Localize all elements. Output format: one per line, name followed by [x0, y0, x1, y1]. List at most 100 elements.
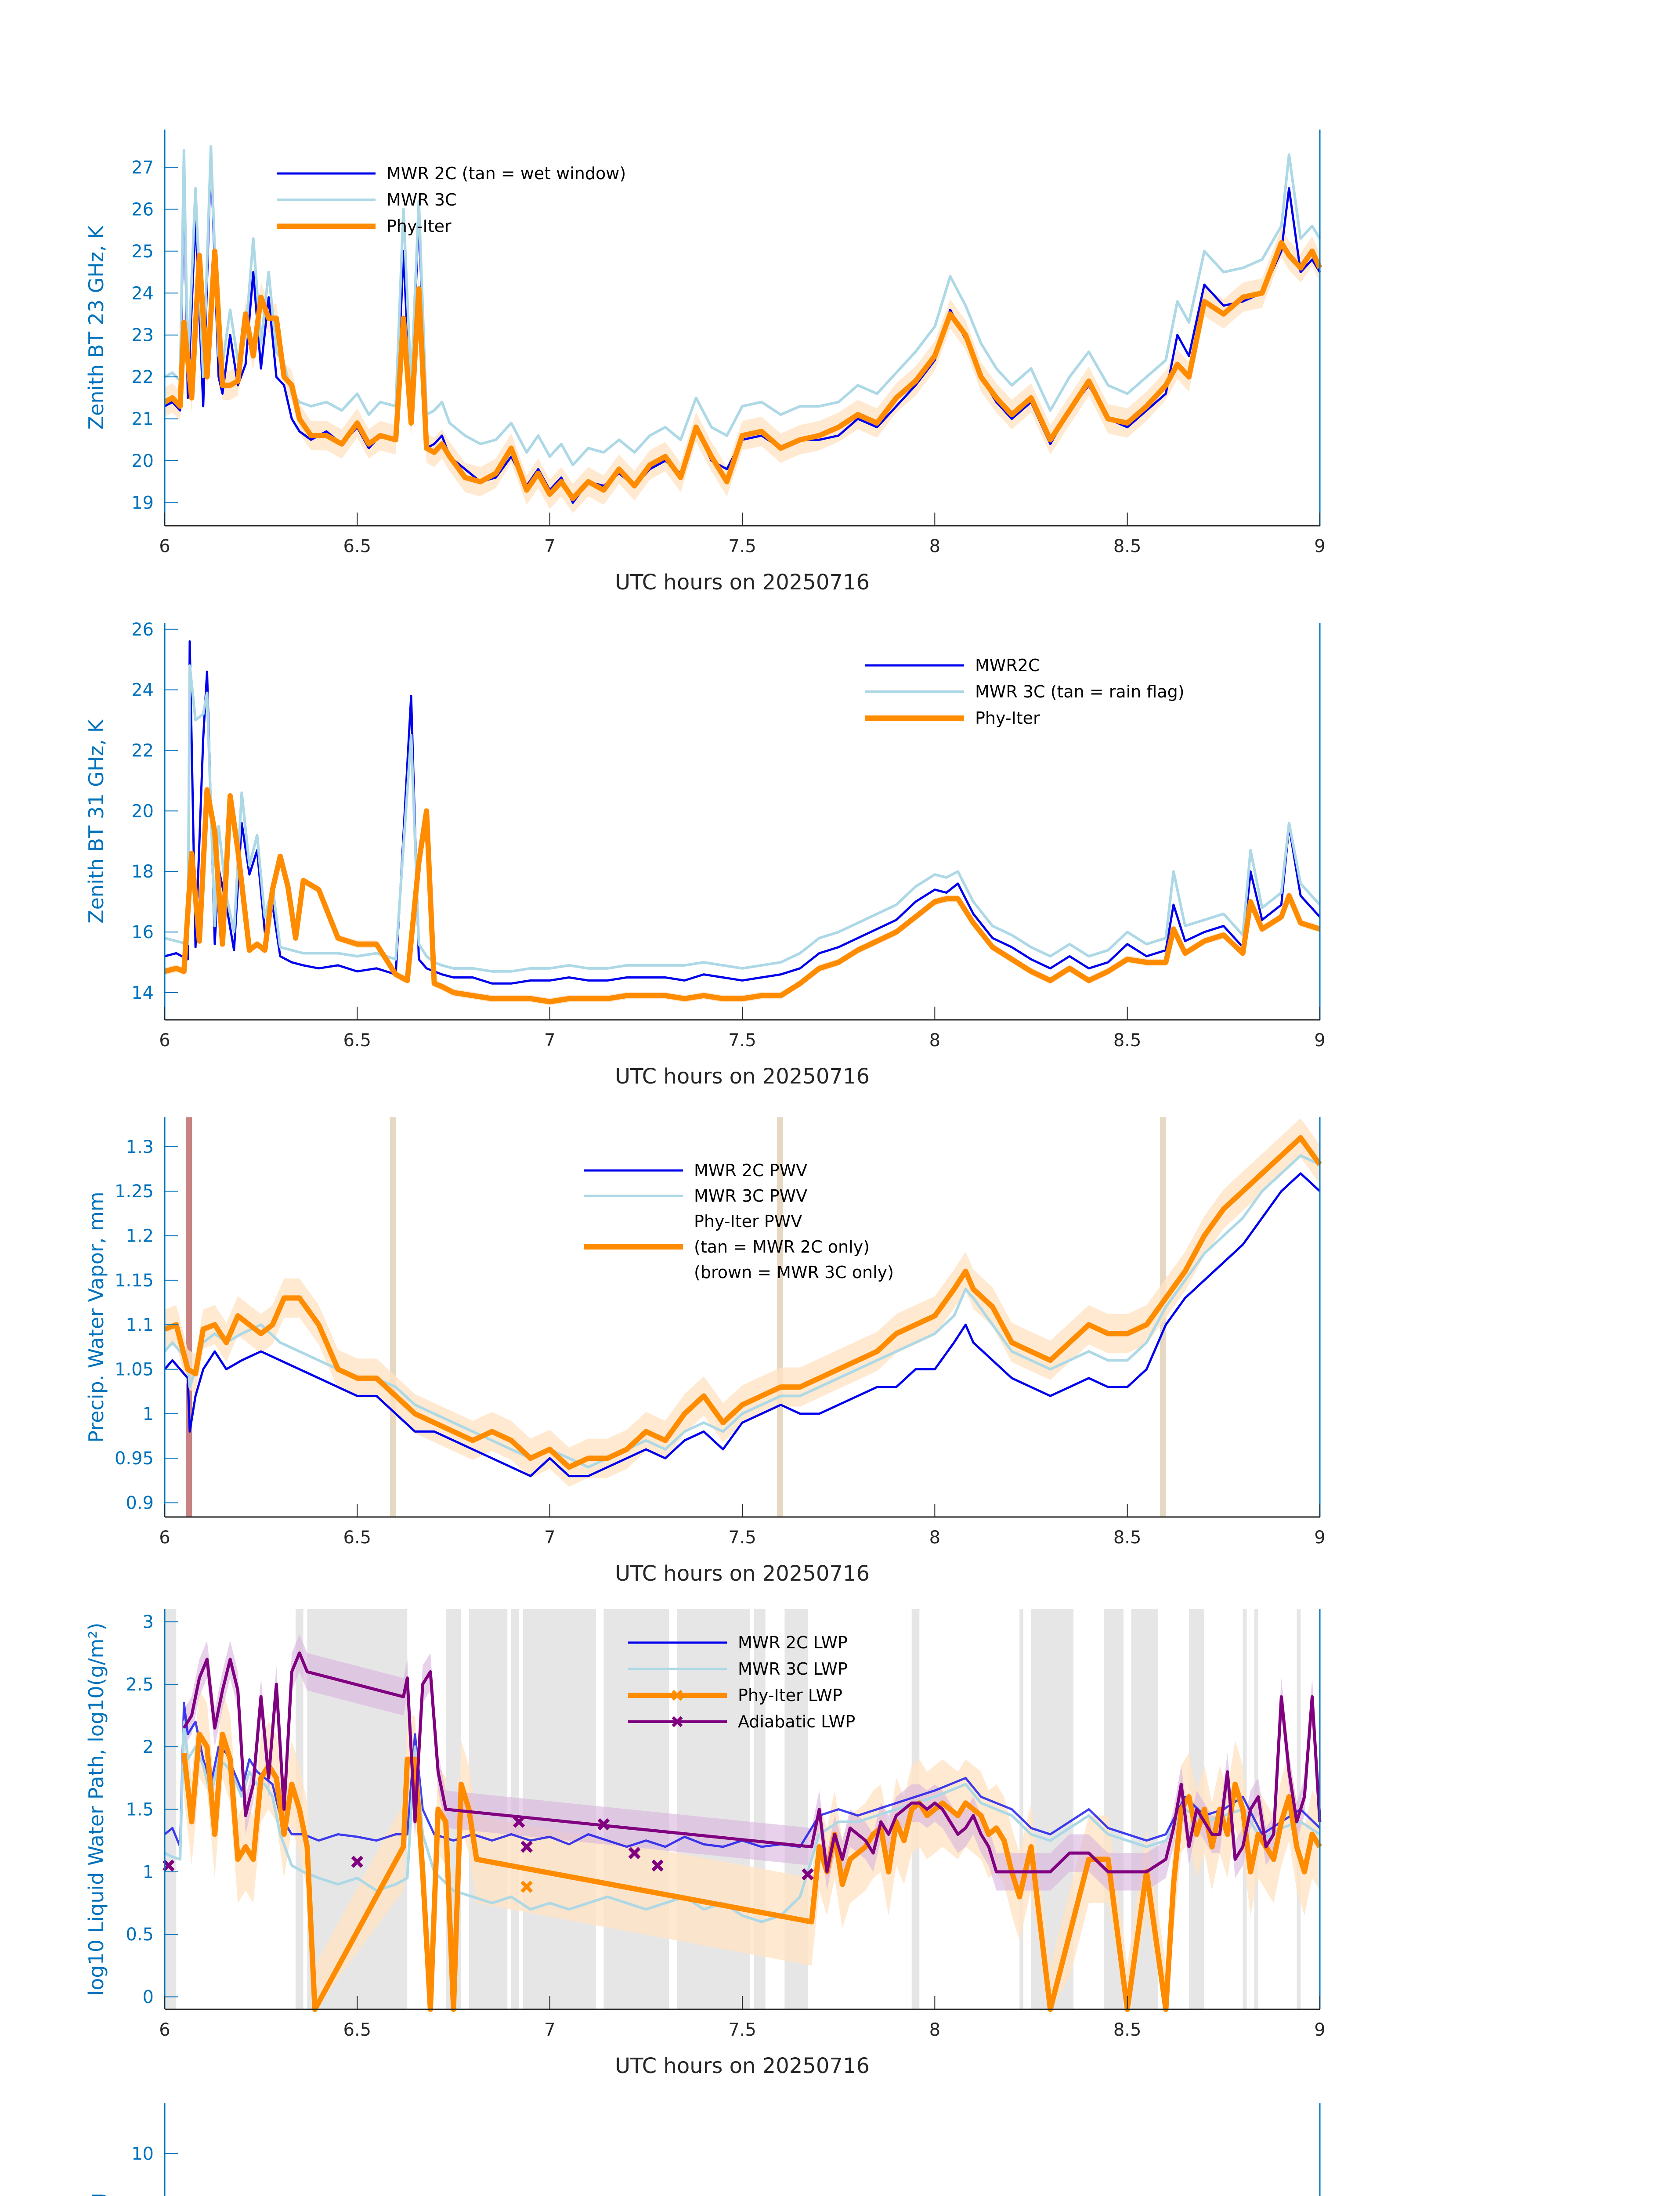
y-tick-label: 1.25: [115, 1181, 154, 1202]
y-tick-label: 0.95: [115, 1448, 154, 1469]
y-tick-label: 19: [131, 493, 154, 513]
y-tick-label: 23: [131, 325, 154, 346]
uncertainty-band: [184, 1634, 1320, 1891]
legend-entry-label: Phy-Iter: [975, 708, 1040, 728]
y-tick-label: 0.5: [126, 1925, 154, 1945]
legend-entry-label: MWR 3C LWP: [738, 1659, 848, 1679]
y-tick-label: 10: [131, 2144, 154, 2164]
legend-entry-label: Adiabatic LWP: [738, 1712, 855, 1731]
legend-entry-label: MWR 2C (tan = wet window): [387, 164, 626, 183]
series-line-mwr-2c-pwv: [164, 1172, 1321, 1477]
y-axis-label: Precip. Water Vapor, mm: [84, 1192, 108, 1442]
x-tick-label: 8: [929, 1528, 940, 1548]
panel-dq-flag: 66.577.588.590246810 MWR Phy Iter DQ Fla…: [84, 2103, 1321, 2196]
x-tick-label: 7.5: [728, 1030, 756, 1051]
series-line-adiabatic-lwp: [182, 1651, 1322, 1874]
axes: 6 6.5 7 7.5 8 8.5 9 14 16 18 20 22 24 26: [131, 620, 1326, 1051]
adiabatic-marker: [628, 1847, 641, 1859]
series-line-phy-iter-pwv: [163, 1135, 1322, 1470]
panel-lwp: 6 6.5 7 7.5 8 8.5 9 0 0.5 1 1.5 2 2.5 3 log10 Liquid …: [84, 1609, 1326, 2078]
series-line-phy-iter: [164, 787, 1321, 1004]
adiabatic-marker: [351, 1856, 364, 1868]
adiabatic-marker: [651, 1859, 664, 1872]
series-line-mwr-3c-pwv: [163, 1154, 1321, 1469]
y-tick-label: 18: [131, 862, 154, 882]
x-tick-label: 7.5: [728, 1528, 756, 1548]
legend-entry-label: MWR 3C PWV: [694, 1186, 807, 1206]
y-tick-label: 26: [131, 620, 154, 640]
y-tick-label: 21: [131, 409, 154, 430]
brown-flag-window: [186, 1117, 192, 1517]
y-tick-label: 1.15: [115, 1271, 154, 1291]
x-tick-label: 6.5: [343, 1528, 372, 1548]
y-tick-label: 25: [131, 242, 154, 262]
x-tick-label: 6: [159, 536, 170, 556]
x-tick-label: 8.5: [1113, 536, 1142, 556]
flag-windows: [186, 1117, 1167, 1517]
legend: MWR 2C PWV MWR 3C PWV Phy-Iter PWV (tan …: [584, 1161, 894, 1282]
axes: 66.577.588.590246810: [131, 2103, 1321, 2196]
x-tick-label: 7: [544, 1528, 555, 1548]
series-line-mwr-3c-lwp: [164, 1720, 1321, 1923]
gray-flag-window: [1019, 1609, 1023, 2009]
x-tick-label: 9: [1314, 1030, 1325, 1051]
y-tick-label: 1: [143, 1404, 154, 1424]
adiabatic-marker: [520, 1841, 533, 1853]
axes: 6 6.5 7 7.5 8 8.5 9 0 0.5 1 1.5 2 2.5 3: [126, 1609, 1326, 2040]
tan-flag-window: [777, 1117, 783, 1517]
panel-pwv: 6 6.5 7 7.5 8 8.5 9 0.9 0.95 1 1.05 1.1 1.15 1.2 1.25 1…: [84, 1117, 1326, 1586]
y-tick-label: 1.05: [115, 1360, 154, 1380]
x-tick-label: 8: [929, 2020, 940, 2040]
x-tick-label: 6: [159, 1030, 170, 1051]
x-tick-label: 6: [159, 1528, 170, 1548]
series-line-phy-iter: [163, 240, 1322, 501]
y-axis-label: MWR Phy Iter DQ Flag: [84, 2193, 108, 2196]
panel-bt31: 6 6.5 7 7.5 8 8.5 9 14 16 18 20 22 24 26 Zenith BT 31…: [84, 620, 1326, 1089]
x-tick-label: 8: [929, 1030, 940, 1051]
x-axis-label: UTC hours on 20250716: [615, 2054, 870, 2078]
legend-entry-label: MWR 3C: [387, 190, 457, 209]
uncertainty-band: [165, 228, 1320, 513]
tan-flag-window: [390, 1117, 396, 1517]
x-axis-label: UTC hours on 20250716: [615, 1064, 870, 1089]
x-tick-label: 6.5: [343, 2020, 372, 2040]
legend-entry-label: Phy-Iter PWV: [694, 1212, 802, 1231]
y-tick-label: 2.5: [126, 1675, 154, 1695]
y-tick-label: 1.5: [126, 1800, 154, 1820]
x-tick-label: 7.5: [728, 536, 756, 556]
x-tick-label: 9: [1314, 2020, 1325, 2040]
y-tick-label: 14: [131, 983, 154, 1003]
uncertainty-band: [165, 786, 1320, 1005]
x-tick-label: 7: [544, 1030, 555, 1051]
adiabatic-marker: [597, 1818, 610, 1831]
y-tick-label: 20: [131, 801, 154, 821]
legend: MWR 2C LWP MWR 3C LWP Phy-Iter LWP Adiab…: [628, 1633, 855, 1731]
x-tick-label: 8.5: [1113, 1030, 1142, 1051]
legend-entry-label: Phy-Iter: [387, 217, 452, 236]
y-axis-label: Zenith BT 31 GHz, K: [84, 719, 108, 924]
x-tick-label: 7: [544, 2020, 555, 2040]
x-axis-label: UTC hours on 20250716: [615, 570, 870, 595]
axes: 6 6.5 7 7.5 8 8.5 9 0.9 0.95 1 1.05 1.1 1.15 1.2 1.25 1…: [115, 1117, 1326, 1548]
legend: MWR 2C (tan = wet window) MWR 3C Phy-Ite…: [277, 164, 626, 236]
y-tick-label: 1: [143, 1862, 154, 1882]
legend: MWR2C MWR 3C (tan = rain flag) Phy-Iter: [865, 656, 1185, 728]
y-tick-label: 27: [131, 158, 154, 178]
y-axis-label: Zenith BT 23 GHz, K: [84, 225, 108, 430]
x-tick-label: 7: [544, 536, 555, 556]
legend-entry-label: MWR 2C LWP: [738, 1633, 848, 1652]
uncertainty-bands: [165, 228, 1320, 513]
legend-marker-icon: [672, 1690, 683, 1701]
legend-entry-label: (brown = MWR 3C only): [694, 1263, 894, 1282]
legend-marker-icon: [672, 1716, 683, 1727]
series-lines: [163, 145, 1322, 504]
y-tick-label: 1.2: [126, 1226, 154, 1246]
series-line-phy-iter-lwp: [181, 1731, 1322, 2012]
axes: 6 6.5 7 7.5 8 8.5 9 19 20 21 22 23 24 25 26 27: [131, 130, 1326, 556]
phyiter-marker: [520, 1881, 533, 1893]
y-tick-label: 20: [131, 451, 154, 471]
series-lines: [163, 1135, 1322, 1477]
legend-entry-label: MWR2C: [975, 656, 1040, 675]
series-line-mwr-3c: [164, 664, 1321, 973]
uncertainty-bands: [165, 786, 1320, 1005]
